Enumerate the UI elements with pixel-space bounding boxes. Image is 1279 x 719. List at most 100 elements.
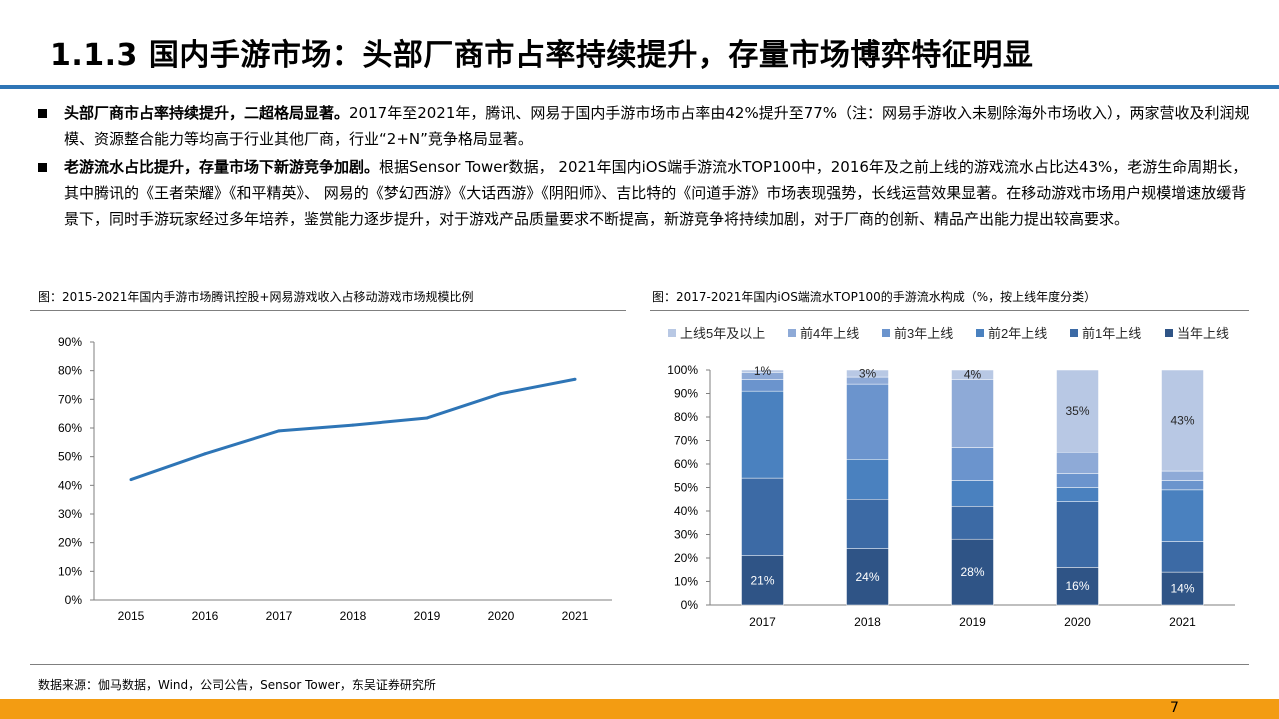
title-underline: [0, 85, 1279, 89]
bullet-square-icon: [38, 163, 47, 172]
bar-segment: [1056, 501, 1099, 568]
bullet-point: 头部厂商市占率持续提升，二超格局显著。2017年至2021年，腾讯、网易于国内手…: [38, 100, 1253, 152]
y-tick-label: 60%: [58, 421, 82, 435]
y-tick-label: 30%: [58, 507, 82, 521]
y-tick-label: 70%: [58, 392, 82, 406]
bar-chart-caption-rule: [650, 310, 1249, 311]
bar-segment: [1056, 567, 1099, 606]
data-label: 28%: [960, 565, 984, 579]
x-tick-label: 2020: [488, 609, 515, 623]
data-label: 21%: [750, 573, 774, 587]
data-label: 16%: [1065, 579, 1089, 593]
bar-segment: [846, 459, 889, 500]
x-tick-label: 2017: [266, 609, 293, 623]
legend-label: 上线5年及以上: [680, 326, 765, 341]
y-tick-label: 20%: [674, 551, 698, 565]
bar-segment: [1161, 480, 1204, 491]
source-note: 数据来源：伽马数据，Wind，公司公告，Sensor Tower，东吴证券研究所: [38, 678, 436, 692]
bullet-heading: 老游流水占比提升，存量市场下新游竞争加剧。: [64, 158, 380, 176]
y-tick-label: 20%: [58, 536, 82, 550]
data-point: [425, 416, 429, 420]
series-line: [130, 377, 576, 482]
bullet-square-icon: [38, 109, 47, 118]
legend-swatch: [668, 329, 676, 337]
legend-swatch: [882, 329, 890, 337]
data-label: 43%: [1170, 414, 1194, 428]
y-tick-label: 80%: [58, 364, 82, 378]
data-label: 14%: [1170, 582, 1194, 596]
bar-segment: [1056, 487, 1099, 502]
page-title: 1.1.3 国内手游市场：头部厂商市占率持续提升，存量市场博弈特征明显: [50, 38, 1034, 73]
data-label: 35%: [1065, 404, 1089, 418]
bar-segment: [951, 447, 994, 481]
bar-segment: [1161, 489, 1204, 542]
x-tick-label: 2018: [854, 615, 881, 629]
data-point: [129, 478, 133, 482]
bar-segment: [951, 506, 994, 540]
bar-segment: [1056, 369, 1099, 453]
line-chart-caption: 图：2015-2021年国内手游市场腾讯控股+网易游戏收入占移动游戏市场规模比例: [38, 290, 474, 304]
legend-swatch: [788, 329, 796, 337]
bar-segment: [741, 477, 784, 556]
bar-segment: [1056, 452, 1099, 474]
legend-swatch: [976, 329, 984, 337]
bar-chart-caption: 图：2017-2021年国内iOS端流水TOP100的手游流水构成（%，按上线年…: [652, 290, 1097, 304]
line-chart-caption-rule: [30, 310, 626, 311]
y-tick-label: 10%: [58, 564, 82, 578]
data-label: 4%: [964, 368, 982, 382]
y-tick-label: 50%: [674, 481, 698, 495]
y-tick-label: 80%: [674, 410, 698, 424]
data-point: [573, 377, 577, 381]
line-chart: 0% 10% 20% 30% 40% 50% 60% 70% 80% 90% 2015 2016 201…: [58, 335, 612, 623]
bullet-text: 老游流水占比提升，存量市场下新游竞争加剧。根据Sensor Tower数据， 2…: [64, 154, 1253, 232]
x-tick-label: 2017: [749, 615, 776, 629]
data-point: [499, 392, 503, 396]
bullet-body: 2017年至2021年，腾讯、网易于国内手游市场市占率由42%提升至77%（注：…: [64, 104, 1250, 148]
y-tick-label: 90%: [674, 387, 698, 401]
bar-segment: [1161, 541, 1204, 573]
x-tick-label: 2020: [1064, 615, 1091, 629]
bullet-heading: 头部厂商市占率持续提升，二超格局显著。: [64, 104, 350, 122]
data-label: 3%: [859, 367, 877, 381]
data-point: [203, 452, 207, 456]
y-tick-label: 90%: [58, 335, 82, 349]
data-point: [277, 429, 281, 433]
bar-segment: [1056, 473, 1099, 488]
bullet-text: 头部厂商市占率持续提升，二超格局显著。2017年至2021年，腾讯、网易于国内手…: [64, 100, 1253, 152]
bar-segment: [951, 379, 994, 448]
bar-segment: [951, 538, 994, 606]
bar-segment: [741, 369, 784, 373]
bar-segment: [846, 499, 889, 549]
y-tick-label: 50%: [58, 450, 82, 464]
y-tick-label: 70%: [674, 434, 698, 448]
bar-segment: [1161, 470, 1204, 481]
y-tick-label: 40%: [58, 478, 82, 492]
y-tick-label: 30%: [674, 528, 698, 542]
footer-bar: [0, 699, 1279, 719]
legend-label: 前2年上线: [988, 326, 1047, 341]
bullet-body: 根据Sensor Tower数据， 2021年国内iOS端手游流水TOP100中…: [64, 158, 1248, 228]
bar-segment: [951, 480, 994, 507]
bar-segment: [846, 383, 889, 460]
bar-segment: [1161, 369, 1204, 472]
bullet-point: 老游流水占比提升，存量市场下新游竞争加剧。根据Sensor Tower数据， 2…: [38, 154, 1253, 232]
y-tick-label: 10%: [674, 575, 698, 589]
x-tick-label: 2015: [118, 609, 145, 623]
x-tick-label: 2018: [340, 609, 367, 623]
bar-segment: [741, 555, 784, 606]
page-number: 7: [1170, 700, 1179, 716]
y-tick-label: 60%: [674, 457, 698, 471]
x-tick-label: 2019: [959, 615, 986, 629]
legend-label: 当年上线: [1177, 326, 1229, 341]
source-divider: [30, 664, 1249, 665]
y-tick-label: 40%: [674, 504, 698, 518]
legend-label: 前3年上线: [894, 326, 953, 341]
x-tick-label: 2021: [562, 609, 589, 623]
legend-label: 前1年上线: [1082, 326, 1141, 341]
x-tick-label: 2021: [1169, 615, 1196, 629]
bar-segment: [951, 369, 994, 380]
bar-segment: [741, 390, 784, 479]
legend-swatch: [1165, 329, 1173, 337]
legend-label: 前4年上线: [800, 326, 859, 341]
x-tick-label: 2016: [192, 609, 219, 623]
